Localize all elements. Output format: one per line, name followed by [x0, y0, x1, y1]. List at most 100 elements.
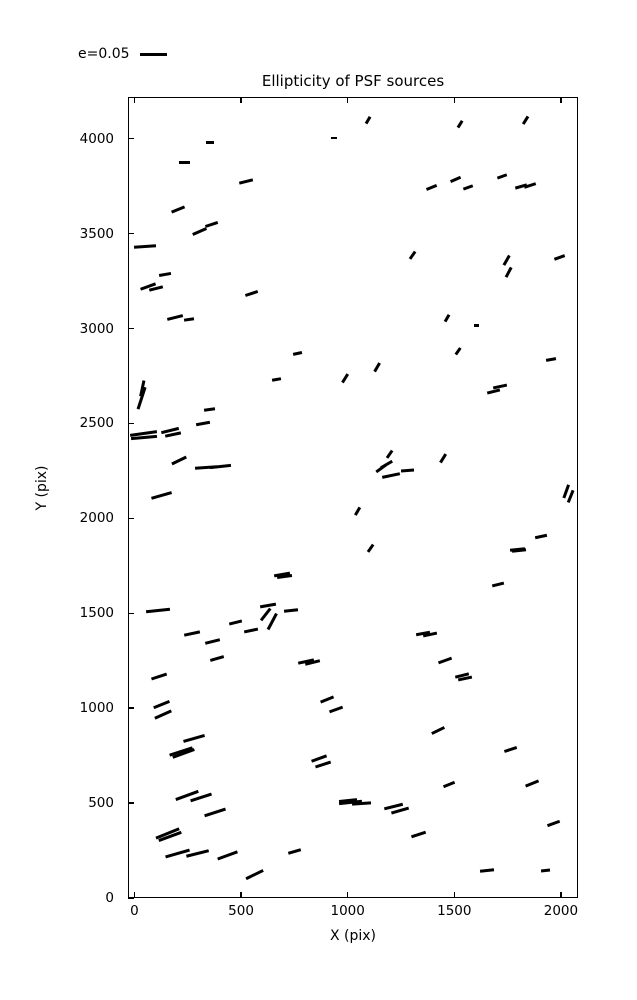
y-tick-mark: [128, 138, 134, 140]
psf-whisker: [314, 760, 332, 768]
psf-whisker: [195, 421, 210, 427]
y-tick-label: 1000: [79, 700, 114, 717]
psf-whisker: [449, 176, 461, 183]
y-tick-mark: [128, 802, 134, 804]
psf-whisker: [183, 317, 194, 322]
psf-whisker: [497, 173, 508, 180]
psf-whisker: [480, 868, 495, 873]
psf-whisker: [203, 808, 225, 818]
psf-whisker: [366, 543, 374, 553]
x-axis-title: X (pix): [329, 928, 377, 944]
psf-whisker: [431, 725, 446, 735]
x-tick-mark-top: [346, 97, 349, 103]
psf-whisker: [487, 388, 501, 395]
psf-whisker: [491, 581, 505, 587]
psf-whisker: [183, 734, 205, 743]
psf-whisker: [229, 619, 243, 625]
x-tick-label: 0: [130, 903, 139, 919]
psf-whisker: [411, 830, 427, 839]
page-title: Ellipticity of PSF sources: [261, 72, 445, 90]
psf-whisker: [191, 226, 207, 236]
psf-whisker: [502, 254, 511, 266]
psf-whisker: [166, 314, 184, 321]
x-tick-label: 1000: [330, 903, 365, 919]
y-tick-mark: [128, 232, 134, 235]
y-tick-mark: [128, 517, 134, 520]
y-tick-mark: [128, 422, 134, 425]
y-tick-label: 3000: [79, 320, 114, 337]
psf-whisker: [179, 161, 190, 164]
plot-frame: [128, 97, 578, 898]
psf-whisker: [400, 468, 414, 472]
y-axis-title: Y (pix): [34, 465, 50, 511]
psf-whisker: [271, 376, 281, 381]
psf-whisker: [534, 533, 547, 539]
psf-whisker: [454, 347, 461, 356]
y-tick-label: 2000: [79, 510, 114, 527]
psf-whisker: [390, 806, 410, 815]
psf-whisker: [131, 435, 158, 441]
psf-whisker: [171, 455, 187, 466]
x-tick-label: 2000: [543, 903, 579, 919]
psf-whisker: [328, 705, 343, 713]
psf-whisker: [372, 362, 380, 373]
psf-whisker: [443, 314, 450, 323]
psf-whisker: [183, 630, 201, 637]
psf-whisker: [283, 608, 299, 613]
psf-whisker: [473, 324, 480, 328]
y-axis-labels: 0 500 1000 1500 2000 2500 3000 3500 4000: [0, 0, 122, 1000]
y-tick-mark: [128, 707, 134, 709]
psf-whisker: [426, 183, 438, 191]
psf-whisker: [203, 407, 215, 412]
psf-whisker: [320, 695, 335, 704]
psf-whisker: [546, 819, 560, 827]
y-tick-label: 4000: [79, 130, 114, 147]
psf-whisker: [171, 205, 186, 213]
psf-whisker: [137, 386, 147, 410]
psf-whisker: [206, 141, 214, 144]
psf-whisker: [364, 116, 371, 125]
x-tick-mark: [560, 892, 562, 898]
psf-whisker: [243, 627, 258, 634]
psf-whisker: [456, 120, 463, 129]
psf-whisker: [382, 472, 401, 479]
y-tick-label: 1500: [79, 605, 114, 622]
x-tick-mark-top: [240, 97, 242, 103]
x-tick-mark-top: [453, 97, 455, 103]
psf-whisker: [266, 612, 278, 630]
psf-whisker: [351, 801, 372, 806]
psf-whisker: [463, 184, 474, 191]
psf-whisker: [159, 272, 172, 277]
psf-whisker: [277, 573, 293, 579]
psf-whisker: [540, 868, 550, 873]
psf-whisker: [379, 459, 393, 469]
legend: e=0.05: [78, 46, 167, 62]
y-tick-label: 500: [88, 795, 114, 812]
y-tick-mark: [128, 612, 134, 614]
psf-whisker: [546, 356, 557, 362]
y-tick-mark: [128, 327, 134, 330]
x-tick-label: 500: [228, 903, 254, 919]
psf-whisker: [259, 607, 272, 622]
psf-whisker: [525, 779, 540, 788]
psf-whisker: [292, 351, 302, 356]
psf-whisker: [504, 745, 518, 753]
whisker-layer: [129, 98, 579, 899]
psf-whisker: [154, 709, 173, 719]
x-tick-mark: [240, 892, 242, 898]
x-tick-mark-top: [133, 97, 136, 103]
x-tick-label: 1500: [437, 903, 472, 919]
psf-whisker: [330, 136, 337, 140]
x-tick-mark: [346, 892, 349, 898]
psf-whisker: [442, 780, 455, 788]
psf-whisker: [438, 453, 447, 464]
psf-whisker: [217, 850, 238, 861]
y-tick-label: 3500: [79, 225, 114, 242]
psf-whisker: [437, 657, 452, 665]
x-tick-mark: [453, 892, 455, 898]
psf-whisker: [504, 267, 513, 279]
psf-whisker: [409, 251, 417, 260]
psf-whisker: [287, 848, 301, 855]
psf-whisker: [245, 290, 259, 297]
